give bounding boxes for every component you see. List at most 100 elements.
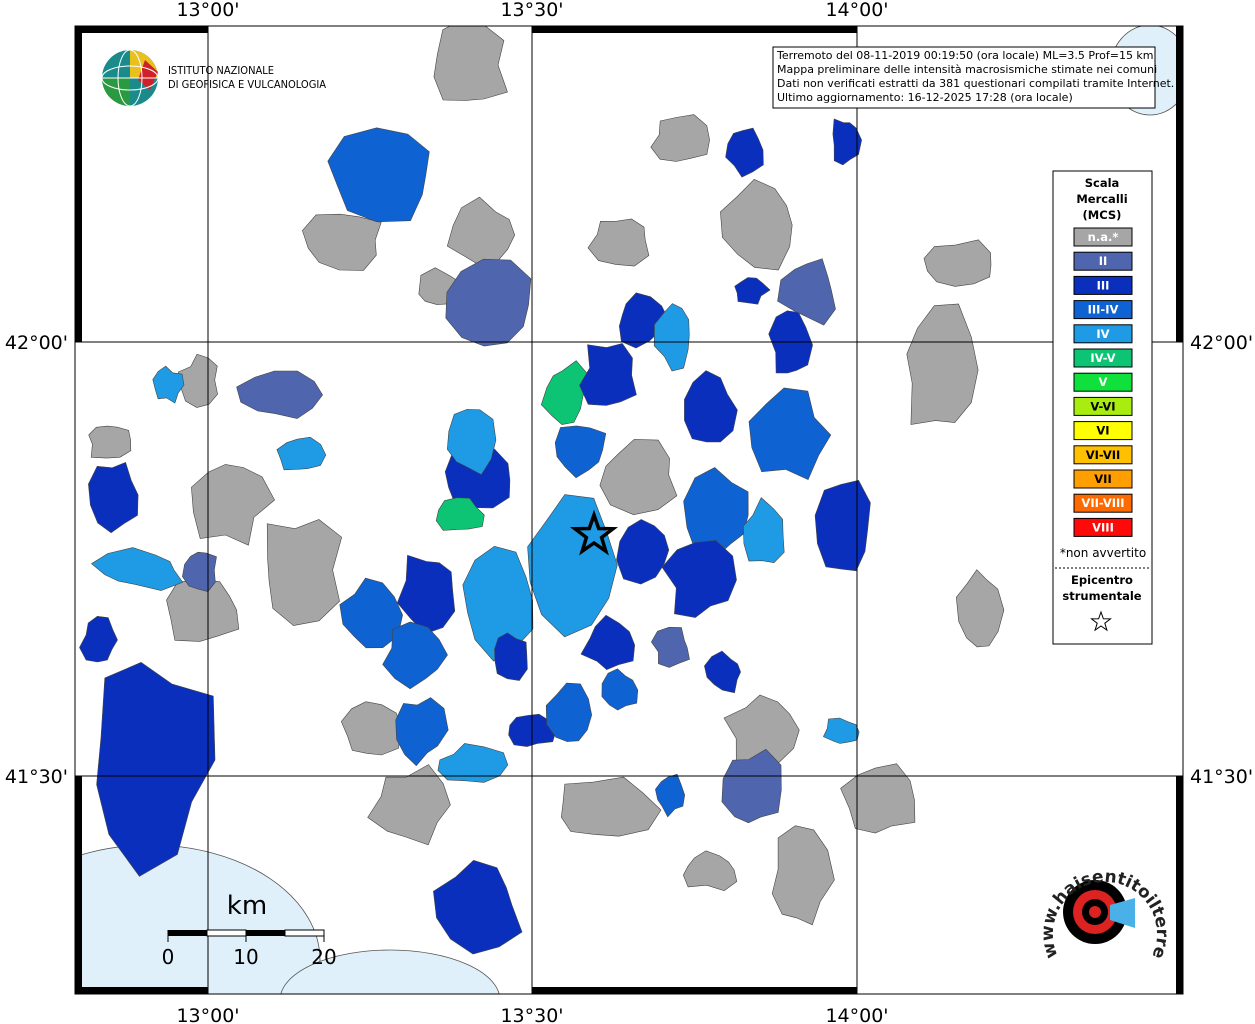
municipality	[545, 682, 593, 742]
municipality	[79, 615, 118, 663]
lon-label: 14°00'	[825, 0, 888, 21]
municipality	[601, 668, 639, 711]
municipality	[433, 859, 523, 955]
municipality	[923, 239, 992, 287]
municipality	[814, 480, 871, 572]
municipality	[302, 213, 382, 271]
municipality	[840, 763, 916, 834]
municipality	[955, 569, 1005, 648]
legend-label: VI	[1096, 424, 1109, 438]
municipality	[433, 26, 508, 101]
frame-tick	[75, 26, 208, 33]
municipality	[527, 494, 618, 638]
graticule	[75, 26, 1183, 994]
municipality	[684, 370, 738, 443]
epicenter	[569, 509, 619, 556]
municipality	[396, 554, 456, 634]
municipality	[339, 577, 403, 649]
frame-tick	[532, 26, 857, 33]
ingv-logo: ISTITUTO NAZIONALE DI GEOFISICA E VULCAN…	[101, 49, 326, 107]
legend-label: III	[1097, 278, 1110, 292]
municipality	[682, 850, 738, 892]
map-border	[74, 25, 1184, 995]
lon-label: 13°30'	[500, 0, 563, 21]
scale-unit: km	[227, 891, 267, 921]
municipality	[191, 464, 275, 546]
frame-tick	[1176, 776, 1183, 994]
legend-title: (MCS)	[1083, 208, 1122, 222]
legend-label: V-VI	[1090, 399, 1115, 413]
lon-label: 13°00'	[176, 0, 239, 21]
legend-epicenter: Epicentro	[1071, 573, 1133, 587]
lat-label: 42°00'	[1190, 332, 1253, 354]
municipality	[340, 701, 402, 756]
municipality	[704, 650, 741, 694]
municipality	[395, 697, 449, 767]
lon-label: 13°00'	[176, 1005, 239, 1024]
municipality	[721, 748, 782, 824]
municipality	[661, 540, 737, 618]
municipality	[367, 764, 451, 846]
lon-label: 13°30'	[500, 1005, 563, 1024]
legend-label: III-IV	[1088, 303, 1119, 317]
frame-tick	[1176, 26, 1183, 342]
legend-swatch	[1073, 251, 1133, 271]
scale-tick: 0	[162, 945, 175, 969]
municipality	[725, 127, 764, 178]
frame-tick	[532, 987, 857, 994]
scale-tick: 10	[233, 945, 258, 969]
municipality	[166, 579, 240, 642]
municipality	[616, 519, 670, 585]
info-line: Terremoto del 08-11-2019 00:19:50 (ora l…	[776, 49, 1154, 62]
legend-label: IV	[1096, 327, 1109, 341]
legend-note: *non avvertito	[1060, 546, 1146, 560]
municipality	[554, 425, 607, 479]
municipality	[832, 118, 862, 166]
legend-label: VII-VIII	[1081, 496, 1124, 510]
municipality	[579, 343, 637, 406]
municipality	[446, 409, 497, 475]
municipality	[382, 621, 448, 690]
info-line: Ultimo aggiornamento: 16-12-2025 17:28 (…	[777, 91, 1073, 104]
municipality	[771, 825, 835, 926]
municipality	[777, 258, 836, 326]
municipality	[720, 178, 793, 271]
scale-tick: 20	[311, 945, 336, 969]
info-line: Mappa preliminare delle intensità macros…	[777, 63, 1157, 76]
legend-label: V	[1099, 375, 1108, 389]
legend-swatch	[1073, 324, 1133, 344]
municipality	[734, 277, 771, 305]
legend-swatch	[1073, 372, 1133, 392]
municipality	[653, 303, 690, 372]
legend-epicenter: strumentale	[1062, 589, 1141, 603]
municipality	[560, 776, 662, 837]
legend-label: VII	[1094, 472, 1111, 486]
municipality	[90, 547, 184, 591]
municipality	[327, 127, 430, 223]
municipality	[266, 519, 343, 626]
legend-title: Mercalli	[1076, 192, 1127, 206]
municipality	[742, 497, 785, 564]
legend-swatch	[1073, 421, 1133, 441]
municipality	[580, 614, 636, 670]
municipality	[540, 360, 589, 425]
lat-label: 41°30'	[5, 766, 68, 788]
municipality	[822, 717, 860, 744]
municipality	[88, 425, 132, 459]
municipality	[587, 218, 650, 267]
lat-label: 42°00'	[5, 332, 68, 354]
municipality	[748, 387, 832, 480]
scale-bar: km 0 10 20	[162, 891, 337, 969]
municipality	[494, 632, 528, 681]
legend-swatch	[1073, 348, 1133, 368]
municipality	[435, 497, 485, 531]
legend-swatch	[1073, 396, 1133, 416]
legend-swatch	[1073, 469, 1133, 489]
municipality	[906, 303, 979, 425]
institute-name: ISTITUTO NAZIONALE	[168, 64, 274, 77]
legend-swatch	[1073, 493, 1133, 513]
legend-label: II	[1099, 254, 1108, 268]
frame-tick	[75, 987, 208, 994]
sea	[280, 949, 500, 994]
municipality	[236, 370, 323, 419]
